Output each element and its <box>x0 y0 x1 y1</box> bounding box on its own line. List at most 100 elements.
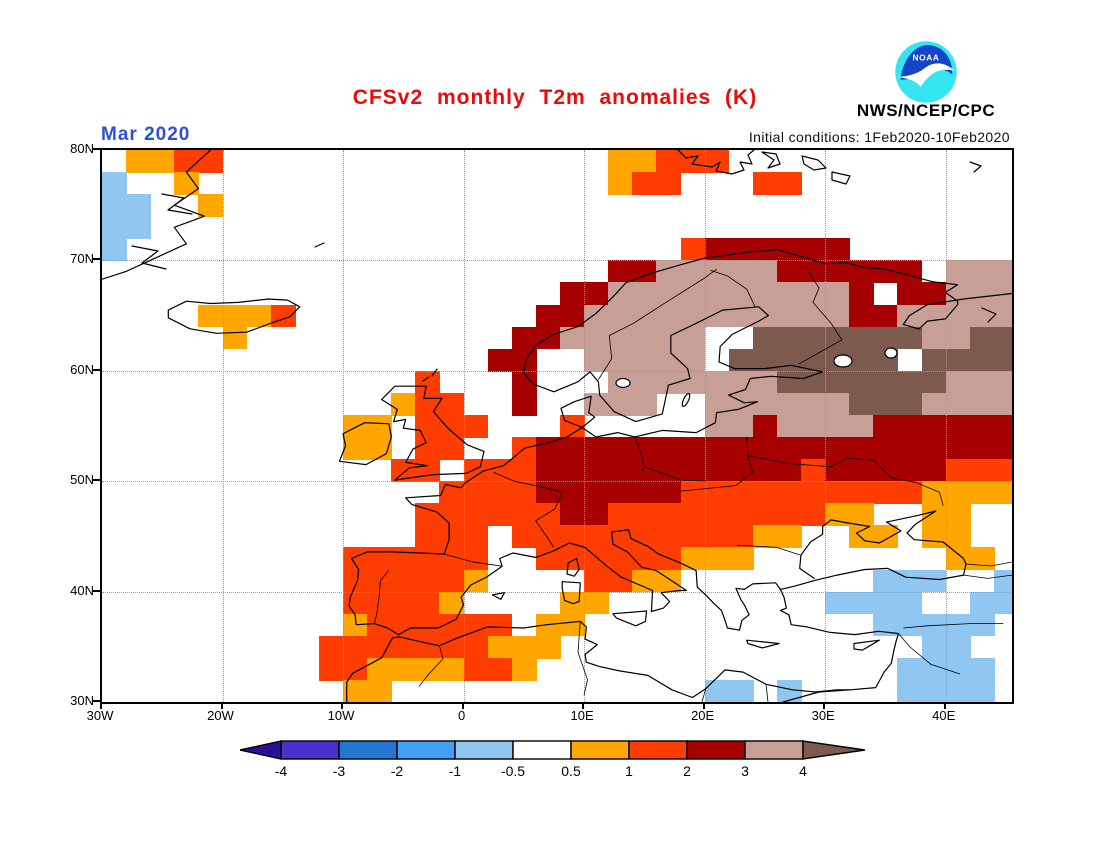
lon-tick <box>823 702 826 709</box>
coast-greenland <box>102 150 212 280</box>
anomaly-cell <box>246 304 272 328</box>
colorbar-tick-label: -0.5 <box>500 763 526 779</box>
anomaly-cell <box>487 503 513 527</box>
anomaly-cell <box>849 414 875 438</box>
anomaly-cell <box>535 304 561 328</box>
anomaly-cell <box>921 392 947 416</box>
anomaly-cell <box>511 657 537 681</box>
anomaly-cell <box>776 304 802 328</box>
anomaly-cell <box>921 414 947 438</box>
anomaly-cell <box>391 657 417 681</box>
anomaly-cell <box>776 459 802 482</box>
anomaly-cell <box>921 657 947 681</box>
anomaly-cell <box>921 525 947 549</box>
coast-north-africa <box>346 620 851 702</box>
anomaly-cell <box>945 392 971 416</box>
anomaly-cell <box>487 613 513 637</box>
anomaly-cell <box>415 569 441 593</box>
anomaly-cell <box>969 414 995 438</box>
anomaly-cell <box>102 172 127 195</box>
anomaly-cell <box>728 679 754 702</box>
anomaly-cell <box>656 304 682 328</box>
anomaly-cell <box>584 304 609 328</box>
anomaly-cell <box>969 348 995 372</box>
anomaly-cell <box>439 635 465 659</box>
anomaly-cell <box>560 282 585 306</box>
island-gotland <box>681 392 691 408</box>
anomaly-cell <box>945 459 971 482</box>
graticule-parallel <box>102 591 1012 593</box>
anomaly-cell <box>343 657 368 681</box>
anomaly-cell <box>680 459 706 482</box>
anomaly-cell <box>608 348 634 372</box>
anomaly-cell <box>102 194 127 217</box>
anomaly-cell <box>126 216 151 240</box>
anomaly-cell <box>801 414 826 438</box>
anomaly-cell <box>921 370 947 394</box>
anomaly-cell <box>801 481 826 504</box>
lat-tick <box>93 148 100 150</box>
anomaly-cell <box>849 481 875 504</box>
anomaly-cell <box>801 326 826 350</box>
anomaly-cell <box>463 613 489 637</box>
colorbar-bin <box>396 740 456 760</box>
country-borders <box>373 268 1012 702</box>
anomaly-cell <box>801 282 826 306</box>
anomaly-cell <box>415 613 441 637</box>
coastline-layer <box>102 150 1012 702</box>
anomaly-cell <box>776 260 802 284</box>
anomaly-cell <box>367 414 392 438</box>
coast-ireland <box>338 422 392 466</box>
anomaly-cell <box>584 481 609 504</box>
anomaly-cell <box>801 238 826 262</box>
anomaly-cell <box>801 437 826 460</box>
anomaly-cell <box>921 503 947 527</box>
anomaly-cell <box>897 370 923 394</box>
coast-crete <box>746 639 780 649</box>
anomaly-cell <box>993 414 1012 438</box>
anomaly-cell <box>849 304 875 328</box>
anomaly-cell <box>776 282 802 306</box>
graticule-parallel <box>102 370 1012 372</box>
colorbar <box>240 740 865 760</box>
anomaly-cell <box>608 260 634 284</box>
anomaly-cell <box>463 547 489 571</box>
anomaly-cell <box>945 679 971 702</box>
anomaly-cell <box>993 437 1012 460</box>
anomaly-cell <box>993 569 1012 593</box>
lake-onega <box>884 347 898 359</box>
anomaly-cell <box>897 392 923 416</box>
anomaly-cell <box>921 437 947 460</box>
anomaly-cell <box>680 370 706 394</box>
lat-tick <box>93 700 100 702</box>
anomaly-cell <box>608 547 634 571</box>
anomaly-cell <box>873 569 899 593</box>
anomaly-cell <box>825 304 850 328</box>
anomaly-cell <box>825 459 850 482</box>
lon-tick-label: 20E <box>691 708 715 723</box>
anomaly-cell <box>560 525 585 549</box>
anomaly-cell <box>849 348 875 372</box>
anomaly-cell <box>343 613 368 637</box>
anomaly-cell <box>993 370 1012 394</box>
anomaly-cell <box>439 591 465 615</box>
anomaly-cell <box>752 238 778 262</box>
anomaly-cell <box>584 437 609 460</box>
anomaly-cell <box>415 503 441 527</box>
anomaly-cell <box>656 437 682 460</box>
colorbar-tick-label: -1 <box>448 763 462 779</box>
anomaly-cell <box>608 459 634 482</box>
anomaly-cell <box>969 481 995 504</box>
anomaly-cell <box>343 569 368 593</box>
graticule-parallel <box>102 260 1012 262</box>
anomaly-cell <box>511 481 537 504</box>
anomaly-cell <box>318 635 344 659</box>
anomaly-cell <box>873 481 899 504</box>
anomaly-cell <box>102 238 127 262</box>
graticule-meridian <box>945 150 947 702</box>
anomaly-cell <box>993 304 1012 328</box>
anomaly-cell <box>704 679 730 702</box>
anomaly-cell <box>921 635 947 659</box>
anomaly-cell <box>825 392 850 416</box>
anomaly-cell <box>608 503 634 527</box>
